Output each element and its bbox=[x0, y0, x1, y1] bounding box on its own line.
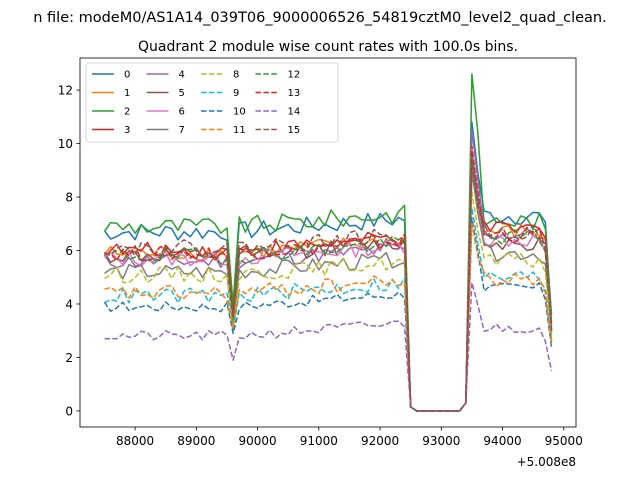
plot-frame bbox=[79, 57, 577, 428]
legend-label-1: 1 bbox=[124, 88, 130, 99]
y-tick-label: 4 bbox=[65, 298, 73, 312]
series-line-8 bbox=[104, 190, 553, 412]
x-tick-label: 95000 bbox=[545, 434, 583, 448]
legend-label-12: 12 bbox=[288, 70, 301, 81]
series-line-2 bbox=[103, 73, 553, 412]
x-tick-label: 89000 bbox=[177, 434, 215, 448]
y-tick-label: 12 bbox=[58, 84, 73, 98]
legend-label-7: 7 bbox=[179, 125, 185, 136]
legend-label-14: 14 bbox=[288, 107, 301, 118]
legend-label-6: 6 bbox=[179, 107, 185, 118]
y-tick-label: 6 bbox=[65, 244, 73, 258]
series-line-0 bbox=[103, 121, 553, 412]
legend-label-15: 15 bbox=[288, 125, 301, 136]
series-line-12 bbox=[104, 156, 553, 412]
y-tick-label: 2 bbox=[65, 351, 73, 365]
x-axis-offset-label: +5.008e8 bbox=[517, 455, 576, 469]
legend-label-10: 10 bbox=[233, 107, 246, 118]
series-line-14 bbox=[104, 281, 553, 412]
x-tick-label: 90000 bbox=[238, 434, 276, 448]
figure-suptitle: n file: modeM0/AS1A14_039T06_9000006526_… bbox=[33, 10, 607, 26]
legend bbox=[85, 62, 339, 143]
chart-title: Quadrant 2 module wise count rates with … bbox=[138, 39, 518, 55]
series-line-9 bbox=[104, 206, 553, 412]
legend-label-3: 3 bbox=[124, 125, 130, 136]
y-tick-label: 10 bbox=[58, 137, 73, 151]
x-tick-label: 92000 bbox=[361, 434, 399, 448]
y-tick-label: 0 bbox=[65, 404, 73, 418]
legend-label-2: 2 bbox=[124, 107, 130, 118]
x-tick-label: 91000 bbox=[300, 434, 338, 448]
legend-label-5: 5 bbox=[179, 88, 185, 99]
legend-label-13: 13 bbox=[288, 88, 301, 99]
legend-label-9: 9 bbox=[233, 88, 239, 99]
series-line-4 bbox=[103, 129, 553, 412]
legend-label-8: 8 bbox=[233, 70, 239, 81]
series-line-15 bbox=[104, 161, 553, 412]
x-tick-label: 94000 bbox=[483, 434, 521, 448]
x-tick-label: 88000 bbox=[116, 434, 154, 448]
series-line-10 bbox=[103, 217, 553, 412]
legend-label-11: 11 bbox=[233, 125, 246, 136]
series-line-7 bbox=[104, 169, 553, 412]
y-tick-label: 8 bbox=[65, 191, 73, 205]
legend-label-0: 0 bbox=[124, 70, 130, 81]
x-tick-label: 93000 bbox=[422, 434, 460, 448]
series-line-11 bbox=[104, 223, 553, 412]
legend-label-4: 4 bbox=[179, 70, 185, 81]
